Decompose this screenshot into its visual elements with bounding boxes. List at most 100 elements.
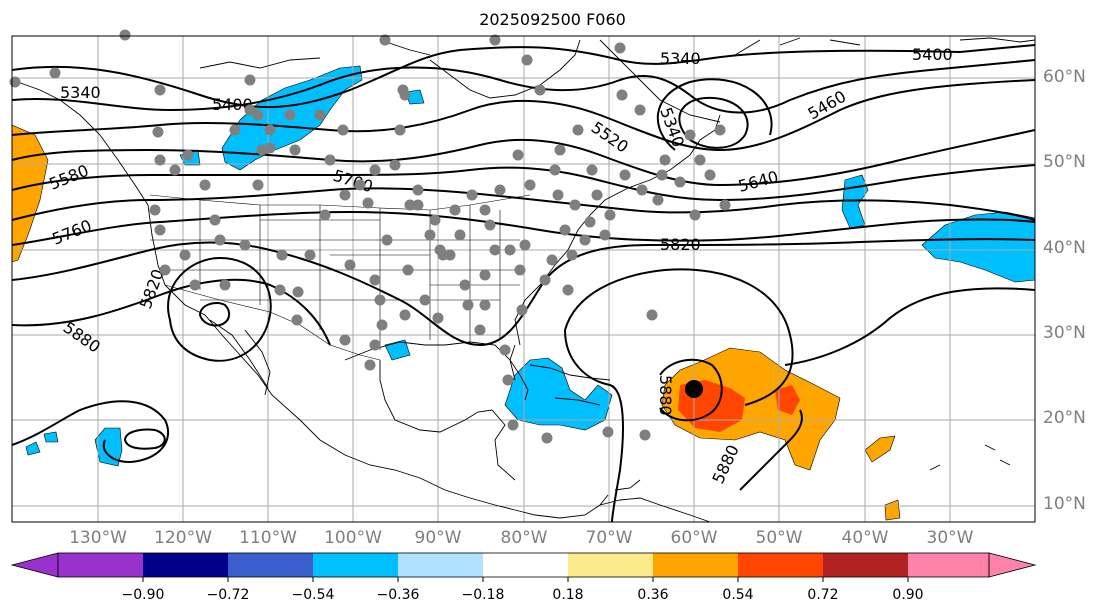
station-dot [314,109,326,121]
station-dot [599,229,611,241]
station-dot [489,244,501,256]
station-dot [339,334,351,346]
station-dot [412,199,424,211]
colorbar-bin [228,553,313,577]
lon-label: 130°W [69,528,127,548]
station-dot [199,179,211,191]
tc-center-marker [685,380,703,398]
lat-label: 60°N [1043,67,1086,87]
colorbar-tick-label: 0.90 [892,587,924,603]
station-dot [634,104,646,116]
station-dot [389,159,401,171]
station-dot [209,214,221,226]
lon-label: 100°W [324,528,382,548]
lon-label: 30°W [926,528,974,548]
station-dot [402,264,414,276]
station-dot [344,259,356,271]
station-dot [374,294,386,306]
station-dot [424,229,436,241]
station-dot [521,54,533,66]
station-dot [489,34,501,46]
colorbar-outline [57,552,990,578]
colorbar-tick-label: −0.54 [291,587,335,603]
station-dot [399,89,411,101]
lat-label: 20°N [1043,408,1086,428]
station-dot [154,154,166,166]
lon-label: 90°W [414,528,462,548]
station-dot [49,67,61,79]
colorbar-tick-label: 0.54 [722,587,754,603]
contour-label: 5820 [660,235,701,254]
station-dot [639,429,651,441]
station-dot [719,199,731,211]
lon-label: 60°W [670,528,718,548]
colorbar-tick-label: 0.72 [807,587,839,603]
station-dot [562,284,574,296]
station-dot [479,299,491,311]
colorbar-bin [483,553,568,577]
station-dot [524,179,536,191]
lat-label: 50°N [1043,152,1086,172]
station-dot [602,426,614,438]
station-dot [9,76,21,88]
station-dot [541,432,553,444]
station-dot [252,179,264,191]
station-dot [291,314,303,326]
colorbar [10,552,1037,582]
station-dot [399,309,411,321]
station-dot [616,89,628,101]
station-dot [646,309,658,321]
lon-label: 40°W [841,528,889,548]
station-dot [704,169,716,181]
station-dot [479,269,491,281]
strong-positive-anomaly-area [775,385,800,415]
station-dot [244,74,256,86]
station-dot [179,249,191,261]
lat-label: 40°N [1043,238,1086,258]
colorbar-bin [653,553,738,577]
lon-label: 70°W [585,528,633,548]
station-dot [274,284,286,296]
colorbar-extend-low [10,552,59,578]
station-dot [369,274,381,286]
lat-label: 30°N [1043,323,1086,343]
lon-label: 120°W [154,528,212,548]
colorbar-tick-label: −0.90 [121,587,165,603]
station-dot [539,274,551,286]
colorbar-extend-high [988,552,1037,578]
station-dot [566,249,578,261]
map-frame [11,35,1036,523]
station-dot [572,124,584,136]
negative-anomaly-area [43,431,59,443]
station-dot [239,239,251,251]
negative-anomaly-area [384,339,411,361]
colorbar-tick-label: −0.18 [461,587,505,603]
station-dot [292,286,304,298]
station-dot [276,249,288,261]
colorbar-bin [398,553,483,577]
colorbar-bin [738,553,823,577]
station-dot [569,199,581,211]
negative-anomaly-area [504,357,613,431]
station-dot [432,312,444,324]
station-dot [381,234,393,246]
lon-label: 50°W [755,528,803,548]
station-dot [412,184,424,196]
station-dot [229,124,241,136]
station-dot [159,264,171,276]
station-dot [419,294,431,306]
lon-label: 80°W [500,528,548,548]
colorbar-tick-label: 0.18 [552,587,584,603]
station-dot [369,339,381,351]
station-dot [502,374,514,386]
graticule [12,36,1035,522]
station-dot [304,249,316,261]
station-dot [264,142,276,154]
station-dot [519,239,531,251]
station-dot [586,164,598,176]
station-dot [434,244,446,256]
station-dot [252,109,264,121]
station-dot [459,279,471,291]
negative-anomaly-area [94,427,123,467]
